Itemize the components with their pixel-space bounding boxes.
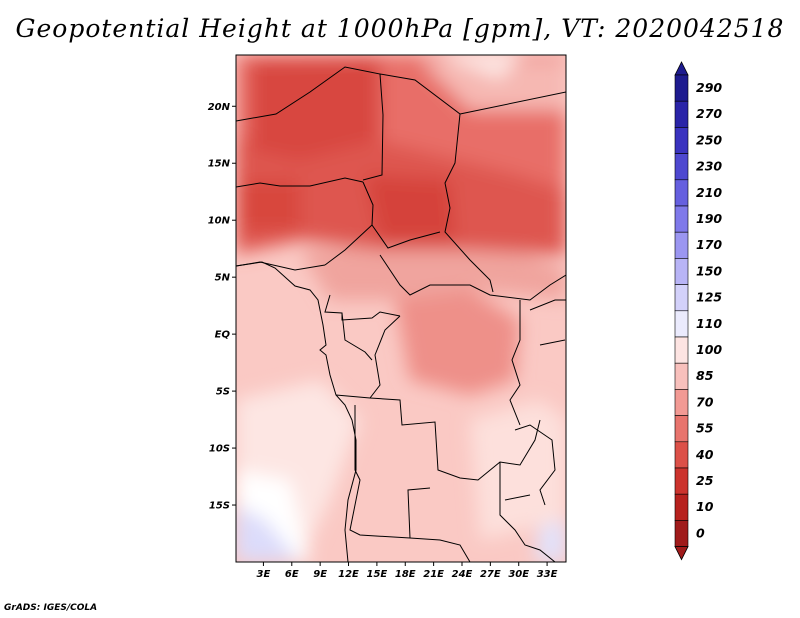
- colorbar-swatch: [674, 493, 689, 521]
- colorbar-swatch: [674, 153, 689, 181]
- colorbar-swatch: [674, 520, 689, 547]
- lon-label: 15E: [367, 569, 388, 580]
- lon-label: 9E: [313, 569, 327, 580]
- colorbar-swatch: [674, 179, 689, 207]
- lat-label: 15N: [208, 159, 231, 170]
- lon-label: 18E: [395, 569, 416, 580]
- colorbar-bottom-arrow: [674, 546, 689, 561]
- colorbar-swatch: [674, 258, 689, 285]
- lat-label: EQ: [215, 330, 231, 341]
- colorbar-label: 25: [696, 473, 714, 488]
- map-frame: [235, 54, 567, 563]
- colorbar-label: 190: [696, 211, 722, 226]
- colorbar-label: 10: [696, 499, 714, 514]
- colorbar-label: 100: [696, 342, 722, 357]
- axis-ticks: [232, 105, 548, 566]
- colorbar-top-arrow: [674, 61, 689, 76]
- colorbar-label: 85: [696, 368, 714, 383]
- lon-label: 12E: [338, 569, 359, 580]
- lon-label: 3E: [257, 569, 271, 580]
- chart-title: Geopotential Height at 1000hPa [gpm], VT…: [15, 14, 785, 43]
- height-field: [236, 55, 566, 562]
- lon-label: 24E: [452, 569, 473, 580]
- colorbar-label: 250: [696, 132, 722, 147]
- lat-label: 10N: [208, 216, 231, 227]
- colorbar-swatch: [674, 336, 689, 364]
- colorbar-swatch: [674, 415, 689, 443]
- colorbar-swatch: [674, 362, 689, 390]
- colorbar-swatch: [674, 310, 689, 338]
- lon-label: 6E: [285, 569, 299, 580]
- lat-label: 20N: [208, 102, 231, 113]
- country-borders: [236, 66, 566, 562]
- colorbar-label: 125: [696, 290, 722, 305]
- colorbar-swatch: [674, 231, 689, 259]
- colorbar-swatch: [674, 74, 689, 102]
- colorbar-label: 40: [695, 447, 714, 462]
- colorbar-swatch: [674, 389, 689, 416]
- colorbar-label: 230: [696, 159, 722, 174]
- colorbar-swatch: [674, 127, 689, 154]
- colorbar-label: 70: [696, 394, 714, 409]
- grads-credit: GrADS: IGES/COLA: [4, 603, 98, 613]
- colorbar-swatch: [674, 467, 689, 495]
- colorbar-label: 290: [696, 80, 722, 95]
- lon-label: 27E: [480, 569, 501, 580]
- latitude-labels: 20N 15N 10N 5N EQ 5S 10S 15S: [208, 102, 231, 512]
- colorbar-label: 210: [696, 185, 722, 200]
- coastline: [236, 261, 357, 562]
- lon-label: 33E: [537, 569, 558, 580]
- colorbar-swatch: [674, 205, 689, 233]
- lon-label: 21E: [423, 569, 444, 580]
- colorbar-label: 270: [696, 106, 722, 121]
- lat-label: 15S: [209, 501, 230, 512]
- lat-label: 5N: [215, 273, 231, 284]
- colorbar: 2902702502302101901701501251101008570554…: [674, 61, 722, 561]
- longitude-labels: 3E 6E 9E 12E 15E 18E 21E 24E 27E 30E 33E: [257, 569, 558, 580]
- colorbar-label: 0: [696, 525, 705, 540]
- lat-label: 10S: [209, 444, 230, 455]
- colorbar-swatch: [674, 441, 689, 469]
- colorbar-label: 150: [696, 263, 722, 278]
- colorbar-label: 55: [696, 421, 714, 436]
- colorbar-label: 110: [696, 316, 722, 331]
- lat-label: 5S: [216, 387, 230, 398]
- colorbar-swatch: [674, 100, 689, 128]
- colorbar-swatch: [674, 284, 689, 312]
- lon-label: 30E: [508, 569, 529, 580]
- colorbar-label: 170: [696, 237, 722, 252]
